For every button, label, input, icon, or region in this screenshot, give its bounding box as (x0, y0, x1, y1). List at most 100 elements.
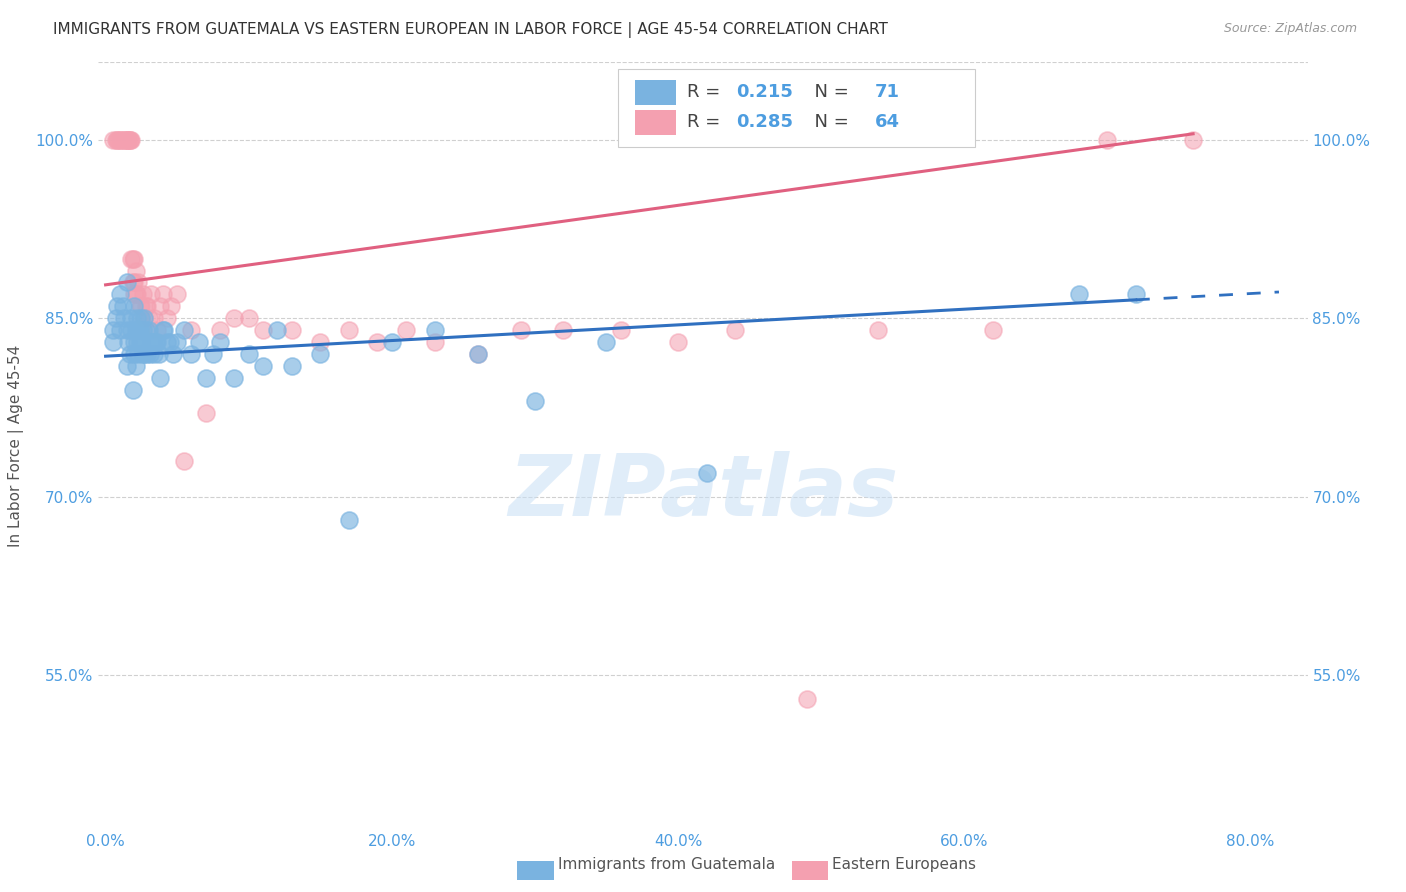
Point (173, 454, 195, 468)
Point (153, 323, 176, 337)
Point (108, 133, 131, 147)
Text: 0.285: 0.285 (735, 113, 793, 131)
Text: 64: 64 (875, 113, 900, 131)
Point (110, 133, 132, 147)
Point (595, 334, 617, 349)
Point (395, 323, 418, 337)
Point (156, 334, 179, 349)
Point (156, 311, 179, 326)
Point (127, 347, 149, 361)
FancyBboxPatch shape (636, 110, 676, 136)
Point (112, 133, 135, 147)
Point (152, 287, 174, 301)
Point (609, 323, 631, 337)
Text: N =: N = (803, 113, 855, 131)
Point (124, 263, 146, 277)
Point (309, 347, 332, 361)
Point (136, 299, 159, 313)
Point (201, 347, 224, 361)
Text: IMMIGRANTS FROM GUATEMALA VS EASTERN EUROPEAN IN LABOR FORCE | AGE 45-54 CORRELA: IMMIGRANTS FROM GUATEMALA VS EASTERN EUR… (53, 22, 889, 38)
Point (146, 323, 169, 337)
Point (209, 323, 232, 337)
Point (266, 323, 288, 337)
Point (129, 323, 152, 337)
Text: Eastern Europeans: Eastern Europeans (832, 857, 976, 872)
Point (121, 383, 143, 397)
Point (118, 133, 141, 147)
Point (381, 334, 404, 349)
Point (280, 359, 302, 373)
Point (107, 133, 129, 147)
Point (141, 334, 163, 349)
Point (143, 347, 166, 361)
Text: 0.215: 0.215 (735, 83, 793, 102)
Point (127, 323, 149, 337)
Point (134, 347, 156, 361)
Point (553, 323, 575, 337)
Point (209, 334, 232, 349)
Point (122, 347, 145, 361)
Point (1067, 287, 1090, 301)
Point (120, 323, 142, 337)
Point (162, 347, 184, 361)
Point (224, 311, 246, 326)
Point (280, 323, 302, 337)
Point (120, 252, 142, 266)
Point (180, 347, 202, 361)
Point (117, 133, 139, 147)
Text: Immigrants from Guatemala: Immigrants from Guatemala (558, 857, 776, 872)
Point (337, 323, 360, 337)
Point (194, 406, 217, 420)
Point (117, 334, 139, 349)
Point (125, 287, 148, 301)
Point (111, 299, 134, 313)
Point (166, 334, 188, 349)
Point (309, 334, 332, 349)
Point (134, 311, 156, 326)
Text: Source: ZipAtlas.com: Source: ZipAtlas.com (1223, 22, 1357, 36)
Point (101, 323, 124, 337)
Point (135, 323, 157, 337)
Point (101, 334, 124, 349)
Text: R =: R = (688, 113, 727, 131)
Text: ZIPatlas: ZIPatlas (508, 450, 898, 533)
Point (141, 287, 163, 301)
Point (173, 323, 195, 337)
Point (423, 334, 446, 349)
Point (142, 334, 165, 349)
Point (136, 347, 159, 361)
Point (145, 334, 167, 349)
Point (132, 287, 155, 301)
Point (122, 299, 145, 313)
Point (131, 311, 153, 326)
Point (118, 347, 141, 361)
Point (101, 133, 124, 147)
Point (115, 359, 138, 373)
Point (148, 347, 170, 361)
Point (131, 334, 153, 349)
Point (108, 287, 131, 301)
Point (467, 347, 489, 361)
Point (138, 311, 160, 326)
Point (868, 323, 890, 337)
Text: N =: N = (803, 83, 855, 102)
Point (467, 347, 489, 361)
Point (523, 394, 546, 409)
Point (121, 252, 143, 266)
Point (111, 133, 134, 147)
Point (132, 323, 155, 337)
Text: R =: R = (688, 83, 727, 102)
Point (252, 359, 274, 373)
Point (337, 513, 360, 527)
Point (696, 466, 718, 480)
Point (509, 323, 531, 337)
Point (125, 311, 148, 326)
Point (129, 334, 152, 349)
Point (1097, 133, 1119, 147)
Point (121, 276, 143, 290)
Point (117, 133, 139, 147)
Point (118, 133, 141, 147)
FancyBboxPatch shape (619, 69, 976, 147)
Point (139, 347, 162, 361)
Point (138, 323, 160, 337)
